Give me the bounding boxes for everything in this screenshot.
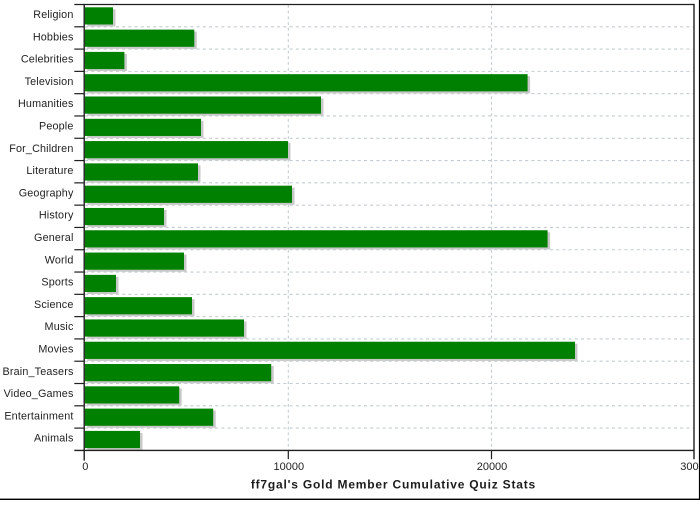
svg-text:20000: 20000: [477, 461, 508, 473]
svg-text:Hobbies: Hobbies: [33, 31, 74, 43]
svg-text:History: History: [39, 210, 74, 222]
svg-text:Music: Music: [45, 321, 74, 333]
svg-text:Animals: Animals: [34, 433, 74, 445]
svg-text:Geography: Geography: [19, 187, 74, 199]
svg-text:Entertainment: Entertainment: [4, 410, 73, 422]
svg-text:0: 0: [82, 461, 88, 473]
svg-text:Brain_Teasers: Brain_Teasers: [3, 366, 74, 378]
svg-text:Celebrities: Celebrities: [21, 54, 74, 66]
svg-text:Religion: Religion: [33, 9, 73, 21]
svg-text:World: World: [45, 254, 74, 266]
svg-text:Video_Games: Video_Games: [4, 388, 74, 400]
svg-text:10000: 10000: [274, 461, 305, 473]
svg-text:ff7gal's Gold Member Cumulativ: ff7gal's Gold Member Cumulative Quiz Sta…: [251, 478, 536, 492]
svg-text:30000: 30000: [680, 461, 700, 473]
svg-text:Movies: Movies: [38, 343, 74, 355]
svg-text:Television: Television: [25, 76, 74, 88]
svg-text:Humanities: Humanities: [18, 98, 74, 110]
svg-text:General: General: [34, 232, 73, 244]
svg-text:People: People: [39, 121, 74, 133]
svg-text:For_Children: For_Children: [9, 143, 73, 155]
svg-text:Literature: Literature: [26, 165, 73, 177]
svg-text:Sports: Sports: [41, 277, 74, 289]
svg-text:Science: Science: [34, 299, 73, 311]
